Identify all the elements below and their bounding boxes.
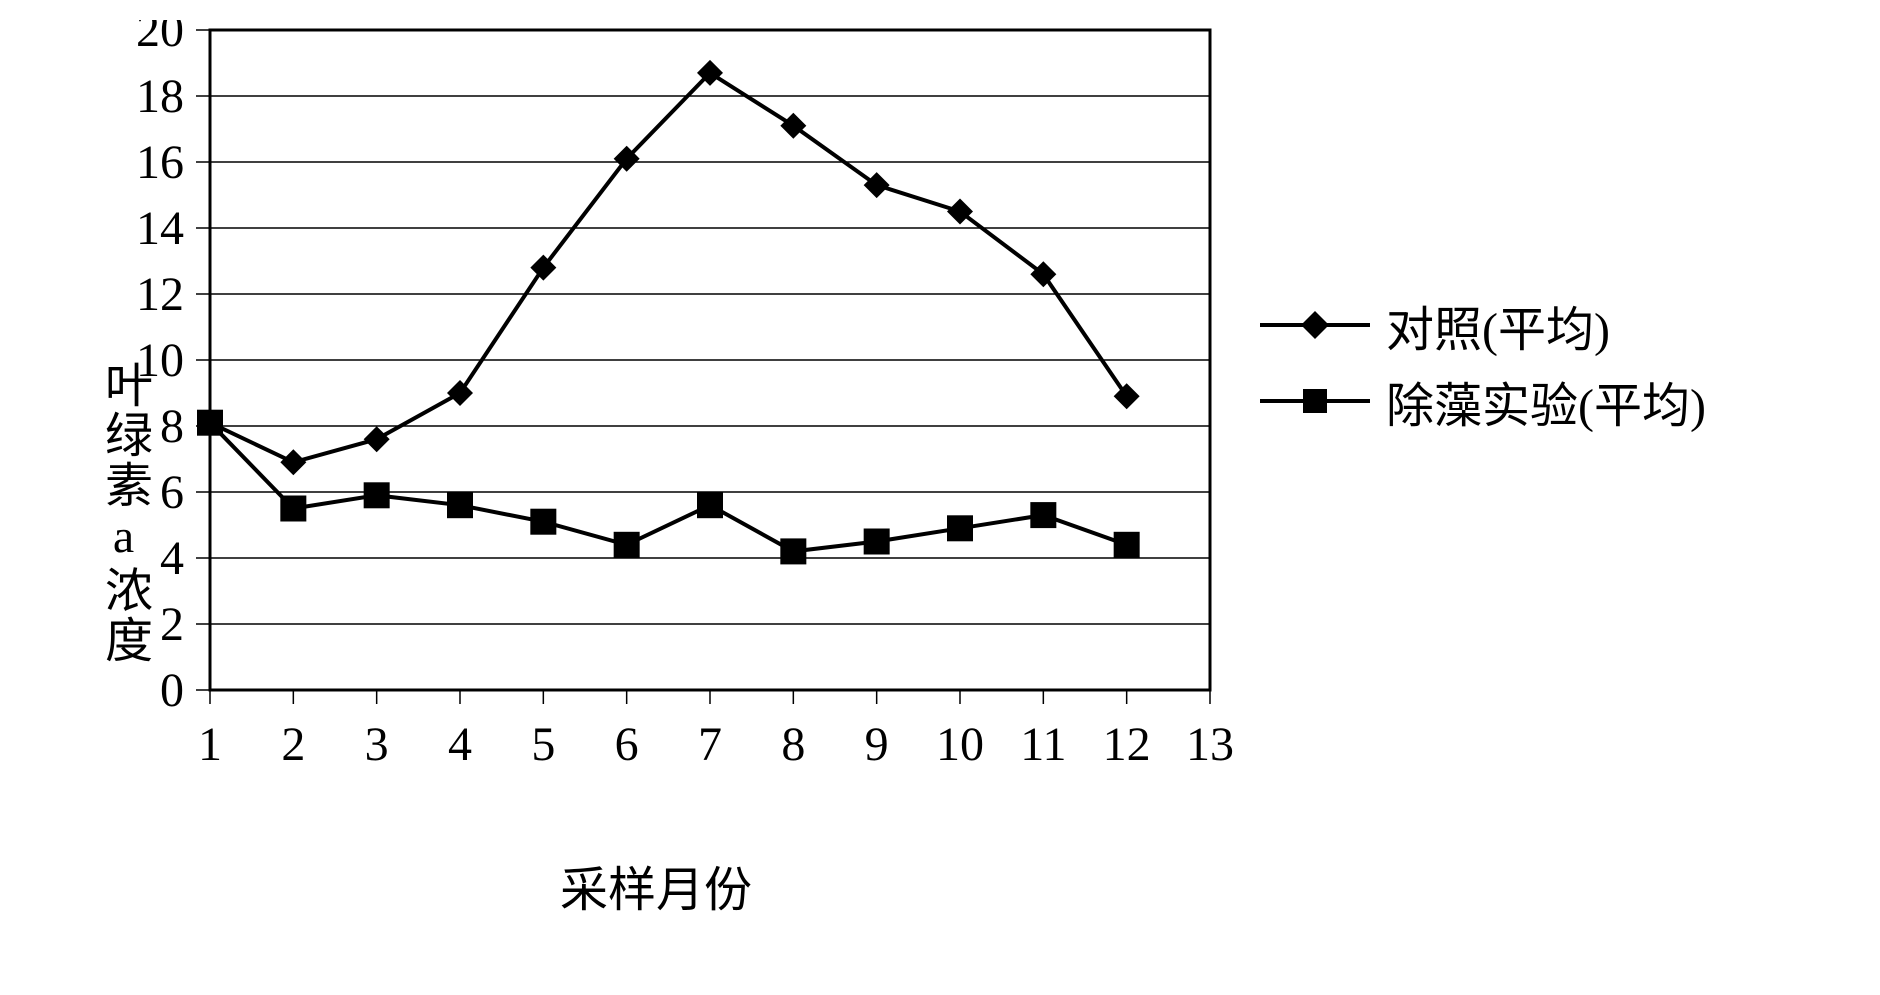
- svg-text:5: 5: [531, 718, 555, 771]
- svg-text:12: 12: [1103, 718, 1151, 771]
- svg-text:10: 10: [936, 718, 984, 771]
- svg-text:2: 2: [281, 718, 305, 771]
- svg-text:4: 4: [160, 532, 184, 585]
- legend-marker-diamond: [1260, 305, 1370, 345]
- x-axis-label: 采样月份: [560, 850, 752, 920]
- svg-text:3: 3: [365, 718, 389, 771]
- svg-text:7: 7: [698, 718, 722, 771]
- svg-text:12: 12: [136, 268, 184, 321]
- svg-text:14: 14: [136, 202, 184, 255]
- legend-item-control: 对照(平均): [1260, 290, 1706, 360]
- svg-text:0: 0: [160, 664, 184, 717]
- svg-text:8: 8: [160, 400, 184, 453]
- svg-text:16: 16: [136, 136, 184, 189]
- svg-text:4: 4: [448, 718, 472, 771]
- svg-text:2: 2: [160, 598, 184, 651]
- legend-marker-square: [1260, 381, 1370, 421]
- legend-item-experiment: 除藻实验(平均): [1260, 366, 1706, 436]
- y-axis-label: 叶绿素a浓度: [88, 360, 158, 665]
- svg-text:18: 18: [136, 70, 184, 123]
- svg-text:11: 11: [1020, 718, 1066, 771]
- chlorophyll-line-chart: 1234567891011121302468101214161820: [40, 20, 1840, 940]
- chart-legend: 对照(平均) 除藻实验(平均): [1260, 290, 1706, 442]
- legend-label-experiment: 除藻实验(平均): [1386, 366, 1706, 436]
- svg-text:9: 9: [865, 718, 889, 771]
- svg-text:20: 20: [136, 20, 184, 57]
- svg-text:8: 8: [781, 718, 805, 771]
- svg-text:1: 1: [198, 718, 222, 771]
- svg-text:6: 6: [615, 718, 639, 771]
- legend-label-control: 对照(平均): [1386, 290, 1610, 360]
- svg-text:6: 6: [160, 466, 184, 519]
- svg-text:13: 13: [1186, 718, 1234, 771]
